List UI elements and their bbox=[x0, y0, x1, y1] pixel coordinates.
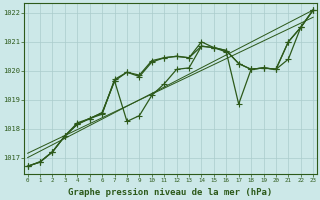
X-axis label: Graphe pression niveau de la mer (hPa): Graphe pression niveau de la mer (hPa) bbox=[68, 188, 273, 197]
